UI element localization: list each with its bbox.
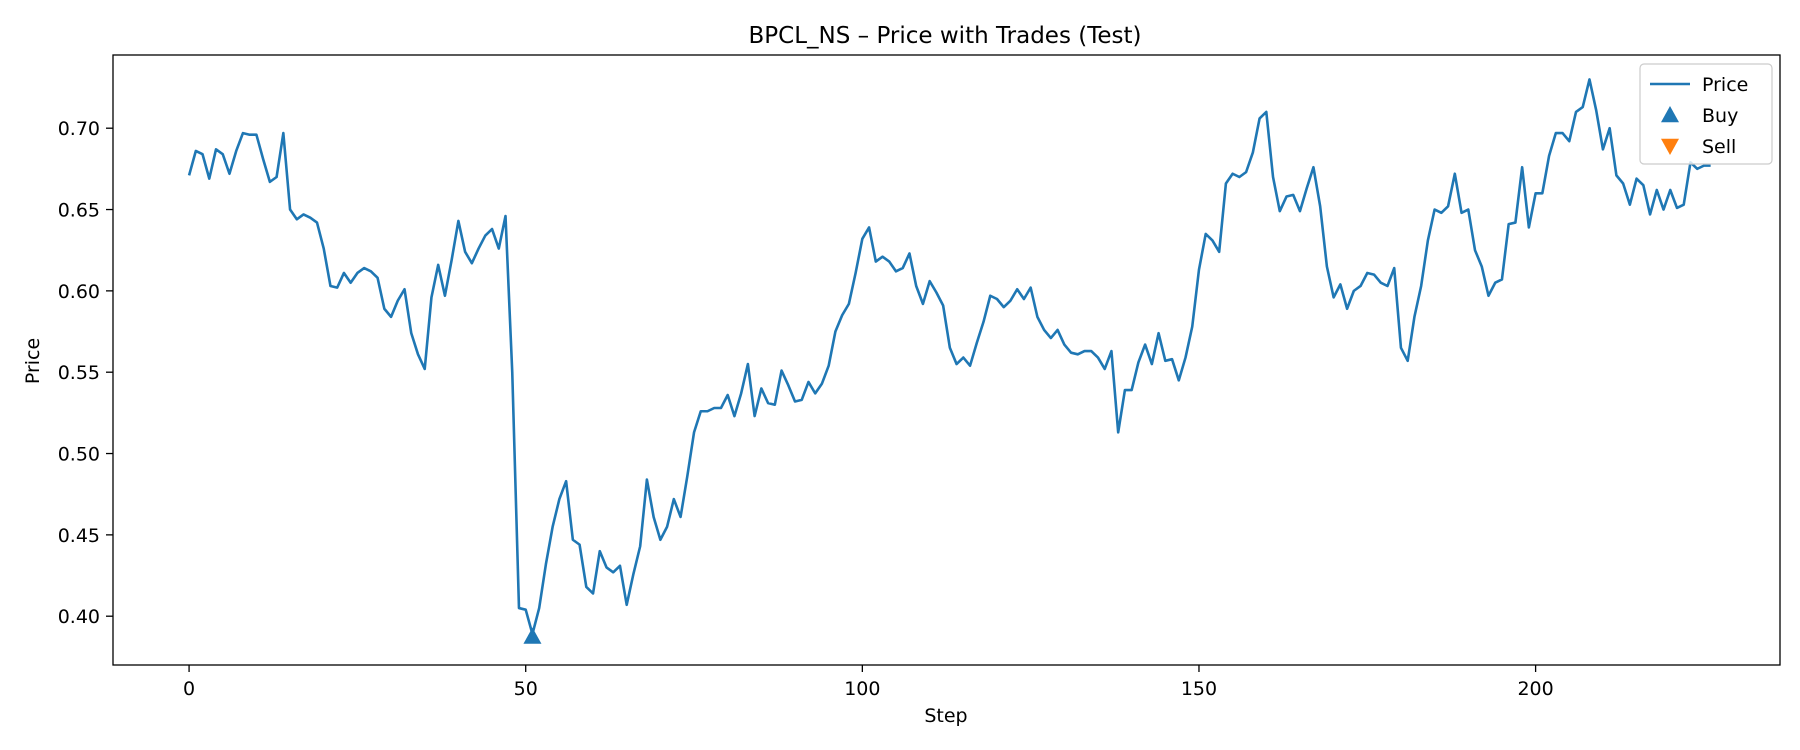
legend: Price Buy Sell [1639,63,1773,165]
x-axis: 0 50 100 150 200 [183,665,1554,700]
y-tick-label: 0.45 [58,525,100,547]
chart-title: BPCL_NS – Price with Trades (Test) [749,23,1142,49]
y-tick-label: 0.50 [58,444,100,466]
buy-marker [523,627,542,644]
legend-buy-label: Buy [1702,105,1738,127]
x-tick-label: 150 [1181,678,1217,700]
y-tick-label: 0.55 [58,362,100,384]
y-tick-label: 0.40 [58,606,100,628]
x-axis-label: Step [924,705,967,727]
legend-buy-swatch [1661,106,1679,123]
price-series-line [187,78,1711,636]
legend-sell-swatch [1661,138,1679,155]
y-tick-label: 0.65 [58,200,100,222]
legend-price-label: Price [1702,74,1748,96]
x-tick-label: 0 [183,678,195,700]
y-tick-label: 0.70 [58,118,100,140]
plot-frame [112,54,1781,666]
legend-sell-label: Sell [1702,136,1736,158]
y-axis: 0.40 0.45 0.50 0.55 0.60 0.65 0.70 [58,118,113,628]
x-tick-label: 50 [514,678,538,700]
plot-area [187,78,1711,644]
y-axis-label: Price [22,338,44,384]
y-tick-label: 0.60 [58,281,100,303]
x-tick-label: 100 [844,678,880,700]
x-tick-label: 200 [1517,678,1553,700]
